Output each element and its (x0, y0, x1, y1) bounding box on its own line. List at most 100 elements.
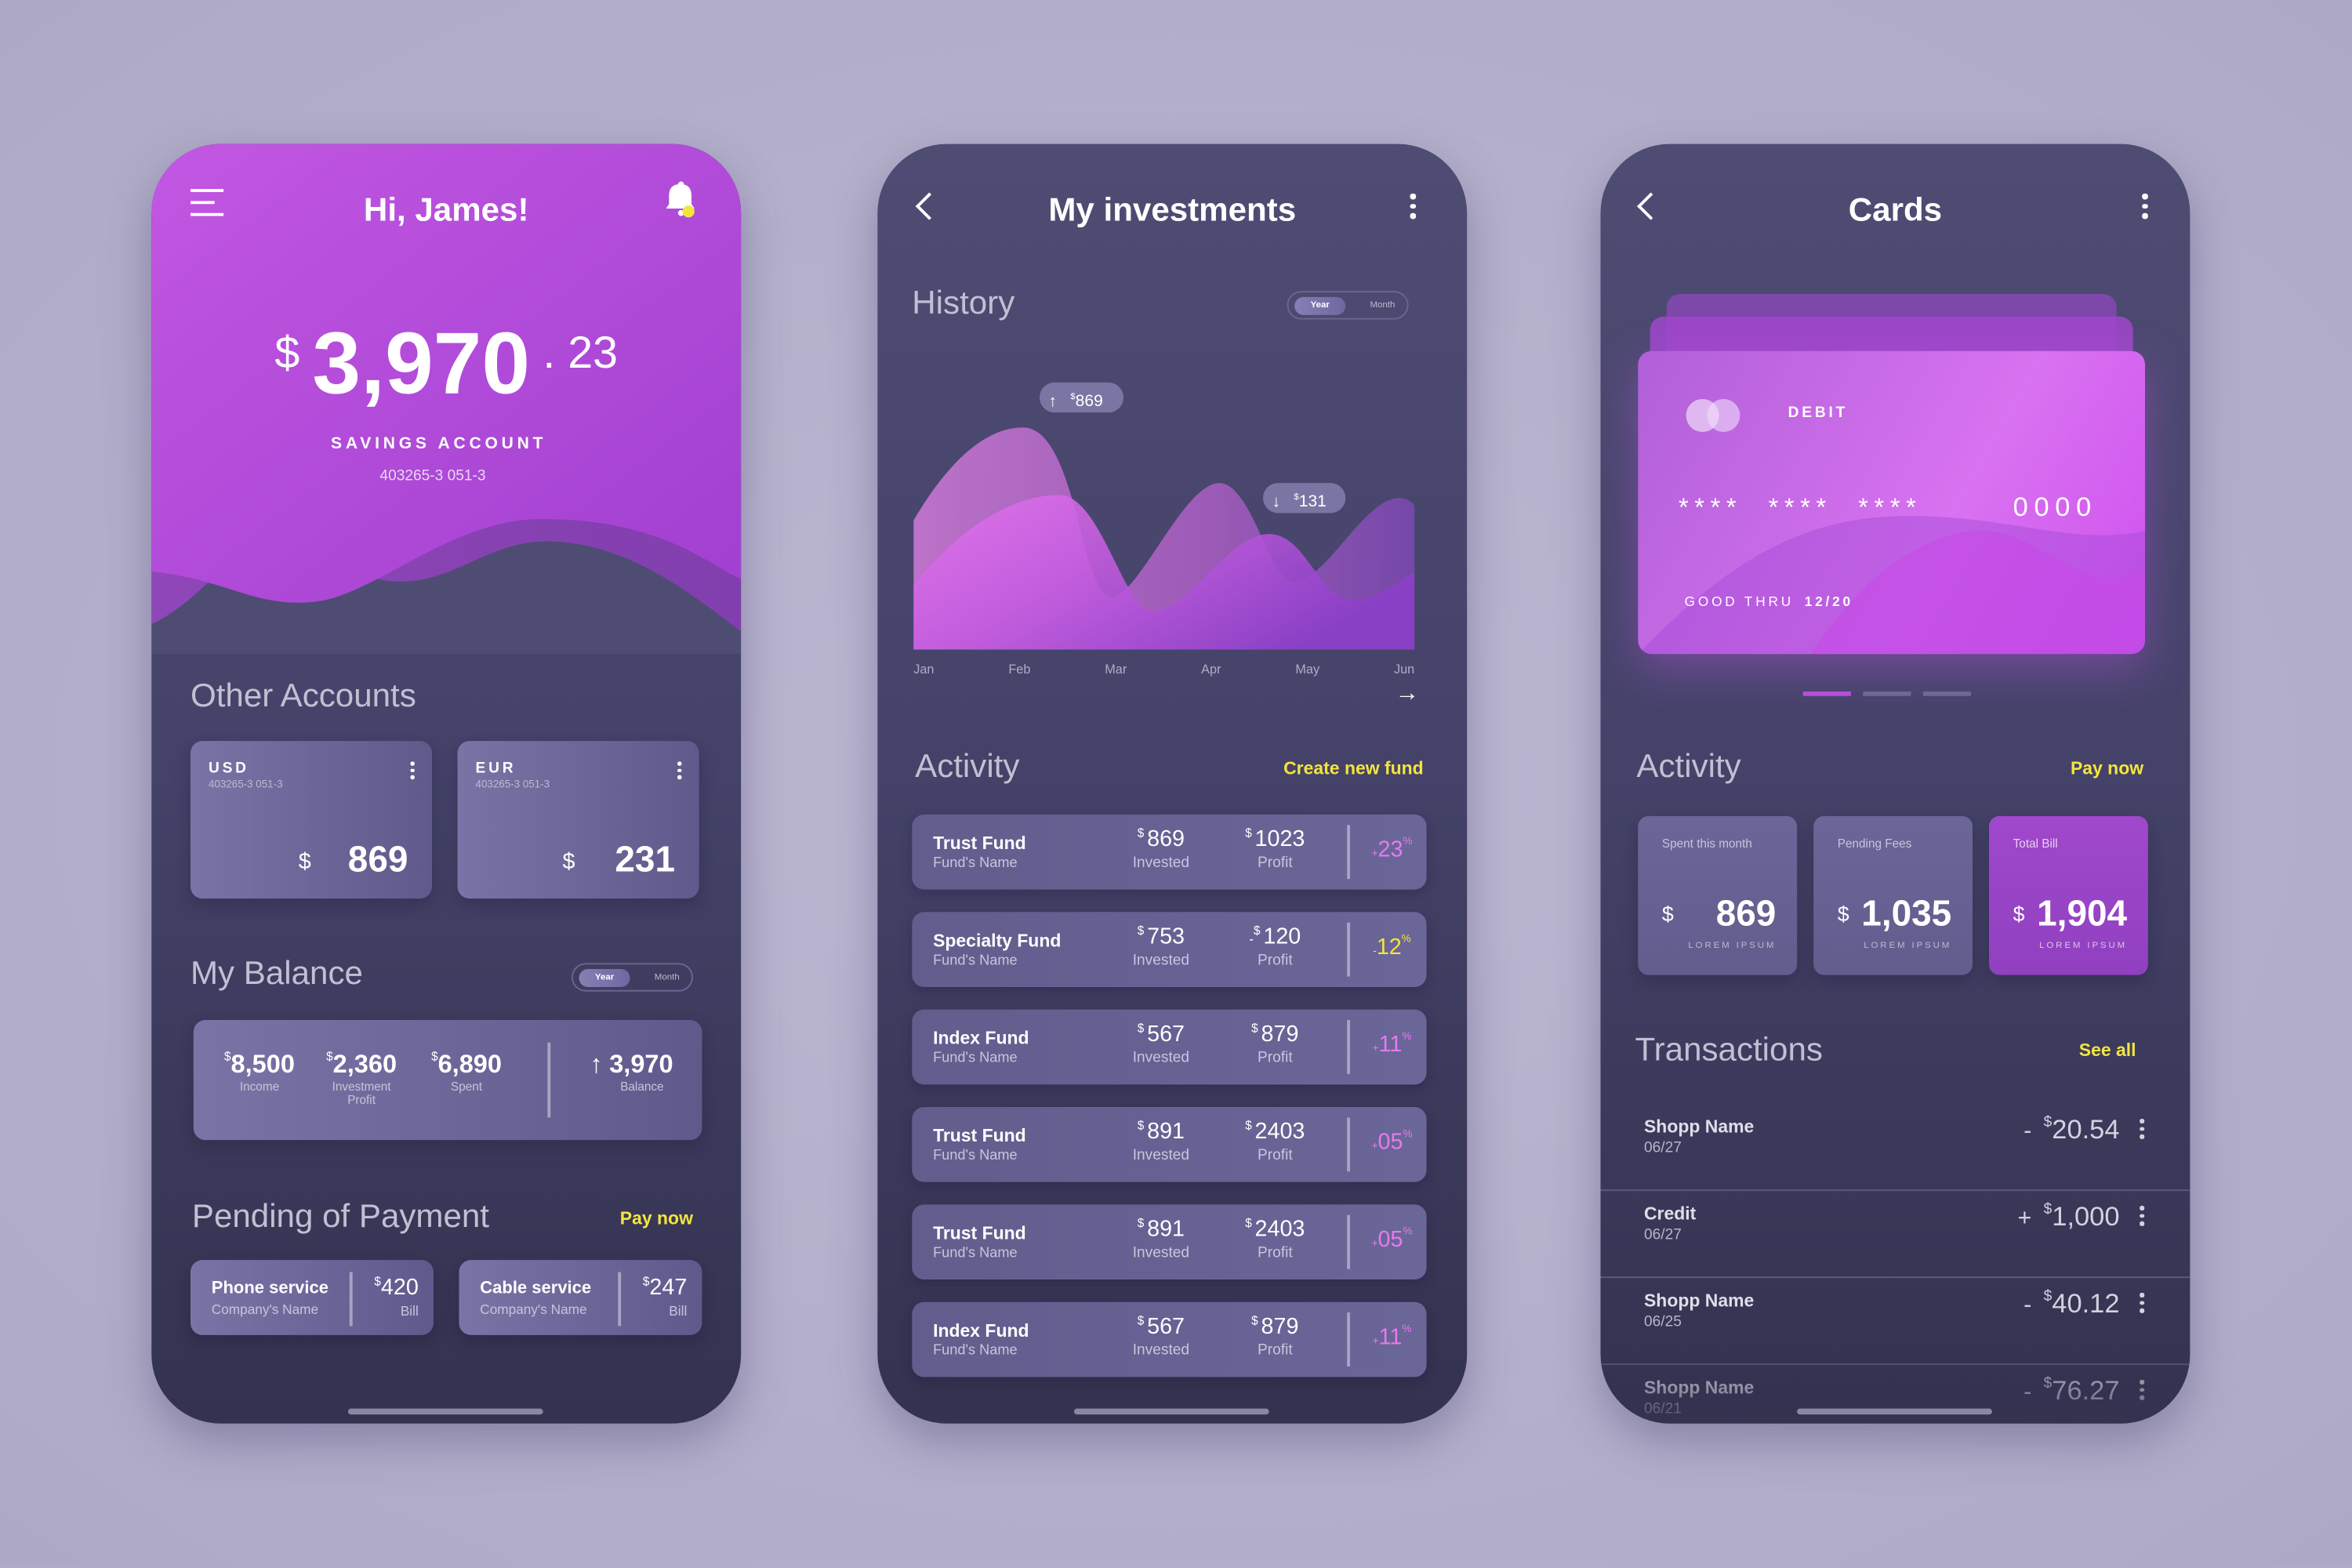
tick-label: Jun (1393, 661, 1415, 677)
card-brand-logo (1686, 398, 1747, 433)
home-indicator (1797, 1408, 1992, 1415)
stat-investment-profit: $2,360 Investment Profit (326, 1050, 397, 1108)
payment-card[interactable]: Phone service Company's Name $420 Bill (190, 1260, 434, 1335)
transaction-row[interactable]: Shopp Name 06/27 - $20.54 (1600, 1104, 2190, 1192)
bell-icon[interactable] (662, 180, 701, 220)
investments-screen: My investments History Year Month ↑ $869… (877, 143, 1468, 1424)
fund-row[interactable]: Trust Fund Fund's Name $891 Invested $24… (912, 1204, 1427, 1280)
divider (1347, 922, 1350, 977)
toggle-year[interactable]: Year (579, 968, 630, 987)
header-wave-background (151, 143, 742, 655)
tile-spent[interactable]: Spent this month $ 869 LOREM IPSUM (1638, 815, 1798, 975)
arrow-up-icon: ↑ (590, 1050, 603, 1079)
other-accounts-title: Other Accounts (190, 676, 416, 714)
tick-label: Feb (1008, 661, 1031, 677)
arrow-up-icon: ↑ (1048, 392, 1057, 411)
tick-label: Jan (913, 661, 935, 677)
fund-change: +05% (1371, 1227, 1413, 1253)
card-expiry: 12/20 (1804, 593, 1853, 609)
divider (1347, 1117, 1350, 1172)
activity-title: Activity (915, 746, 1020, 785)
home-screen: Hi, James! $ 3,970 . 23 SAVINGS ACCOUNT … (151, 143, 742, 1424)
stat-spent: $6,890 Spent (431, 1050, 502, 1094)
toggle-month[interactable]: Month (1370, 301, 1396, 311)
pager-dot[interactable] (1922, 691, 1972, 696)
fade-overlay (1600, 1333, 2190, 1424)
account-type: SAVINGS ACCOUNT (331, 434, 547, 453)
menu-icon[interactable] (190, 189, 224, 216)
x-axis: Jan Feb Mar Apr May Jun (913, 662, 1414, 677)
annotation-low: ↓ $131 (1262, 483, 1346, 514)
pager-dot-active[interactable] (1802, 691, 1852, 696)
balance-summary: $8,500 Income $2,360 Investment Profit $… (193, 1020, 702, 1141)
tile-pending-fees[interactable]: Pending Fees $ 1,035 LOREM IPSUM (1813, 815, 1973, 975)
account-card-usd[interactable]: USD 403265-3 051-3 $ 869 (190, 741, 433, 899)
more-icon[interactable] (2139, 1118, 2146, 1141)
home-indicator (1073, 1408, 1269, 1415)
history-area-chart (913, 427, 1415, 650)
tile-total-bill[interactable]: Total Bill $ 1,904 LOREM IPSUM (1989, 815, 2148, 975)
divider (349, 1272, 352, 1327)
greeting: Hi, James! (363, 190, 529, 228)
pager-dot[interactable] (1863, 691, 1911, 696)
history-title: History (912, 283, 1015, 321)
see-all-link[interactable]: See all (2078, 1039, 2136, 1061)
transaction-row[interactable]: Credit 06/27 + $1,000 (1600, 1191, 2190, 1279)
divider (1347, 1020, 1350, 1074)
fund-change: +23% (1371, 837, 1413, 863)
account-card-eur[interactable]: EUR 403265-3 051-3 $ 231 (457, 741, 699, 899)
more-icon[interactable] (2139, 1292, 2146, 1315)
card-type: DEBIT (1788, 405, 1849, 422)
card-last4: 0000 (2013, 492, 2097, 522)
debit-card[interactable]: DEBIT **** **** **** 0000 GOOD THRU 12/2… (1638, 350, 2146, 655)
toggle-month[interactable]: Month (654, 973, 680, 983)
fund-change: -12% (1373, 934, 1411, 960)
cards-screen: Cards DEBIT **** **** **** 0000 GOOD THR… (1600, 143, 2190, 1424)
tick-label: Apr (1201, 661, 1221, 677)
fund-row[interactable]: Index Fund Fund's Name $567 Invested $87… (912, 1301, 1427, 1377)
page-title: My investments (1048, 190, 1297, 228)
pay-now-link[interactable]: Pay now (2070, 757, 2144, 779)
more-icon[interactable] (677, 761, 683, 780)
more-icon[interactable] (2139, 1205, 2146, 1228)
good-thru-label: GOOD THRU (1684, 593, 1795, 609)
card-wave-decoration (1638, 516, 2146, 655)
stat-balance: ↑ 3,970 Balance (590, 1050, 673, 1094)
divider (1347, 1312, 1350, 1367)
period-toggle[interactable]: Year Month (1287, 291, 1409, 320)
divider (547, 1042, 550, 1118)
fund-row[interactable]: Specialty Fund Fund's Name $753 Invested… (912, 912, 1427, 987)
tick-label: Mar (1105, 661, 1127, 677)
more-icon[interactable] (2140, 193, 2149, 220)
pay-now-link[interactable]: Pay now (619, 1207, 693, 1229)
series-front-area (913, 495, 1415, 650)
create-fund-link[interactable]: Create new fund (1283, 757, 1424, 779)
toggle-year[interactable]: Year (1294, 296, 1346, 315)
more-icon[interactable] (409, 761, 416, 780)
period-toggle[interactable]: Year Month (571, 963, 693, 992)
stat-income: $8,500 Income (224, 1050, 295, 1094)
fund-row[interactable]: Index Fund Fund's Name $567 Invested $87… (912, 1009, 1427, 1085)
divider (1347, 1214, 1350, 1269)
arrow-right-icon[interactable]: → (1395, 681, 1419, 707)
pending-title: Pending of Payment (191, 1196, 490, 1235)
fund-change: +05% (1371, 1129, 1413, 1156)
card-number-mask: **** **** **** (1678, 493, 1922, 522)
fund-row[interactable]: Trust Fund Fund's Name $869 Invested $10… (912, 814, 1427, 890)
fund-change: +11% (1372, 1032, 1412, 1058)
account-number: 403265-3 051-3 (379, 467, 486, 485)
fund-change: +11% (1372, 1324, 1412, 1350)
home-indicator (347, 1408, 543, 1415)
page-title: Cards (1848, 190, 1943, 228)
divider (618, 1272, 621, 1327)
payment-card[interactable]: Cable service Company's Name $247 Bill (459, 1260, 702, 1335)
my-balance-title: My Balance (190, 953, 363, 992)
fund-row[interactable]: Trust Fund Fund's Name $891 Invested $24… (912, 1107, 1427, 1182)
more-icon[interactable] (1409, 193, 1417, 220)
main-balance: $ 3,970 . 23 (274, 314, 619, 413)
divider (1347, 825, 1350, 880)
annotation-high: ↑ $869 (1039, 382, 1124, 413)
tick-label: May (1295, 661, 1320, 677)
arrow-down-icon: ↓ (1272, 492, 1281, 511)
